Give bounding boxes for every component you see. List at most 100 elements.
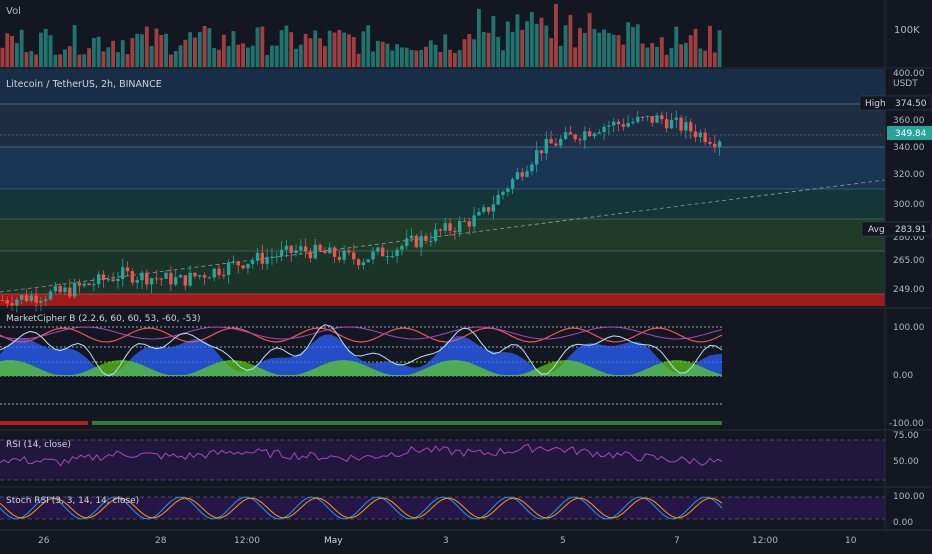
cipher-tick-2: -100.00	[889, 419, 924, 429]
candle-body	[82, 283, 86, 286]
rsi-line	[0, 443, 723, 467]
market-cipher-pane	[0, 324, 723, 425]
candle-body	[655, 115, 659, 123]
volume-bar	[0, 47, 5, 67]
volume-bar	[477, 8, 481, 67]
volume-bar	[212, 48, 217, 67]
volume-bar	[554, 4, 558, 68]
price-tick-6: 265.00	[893, 256, 925, 266]
volume-bar	[496, 36, 501, 67]
volume-bar	[361, 31, 366, 68]
candle-body	[539, 150, 544, 154]
avg-value: 283.91	[895, 225, 927, 235]
candle-body	[559, 138, 563, 146]
candle-body	[607, 125, 611, 127]
candle-body	[318, 244, 322, 251]
candle-body	[467, 221, 471, 227]
volume-bar	[544, 25, 549, 68]
volume-bar	[48, 35, 53, 67]
volume-bar	[640, 43, 645, 67]
candle-body	[236, 261, 240, 266]
volume-bar	[270, 45, 274, 67]
price-axis[interactable]: 400.00 USDT 360.00 340.00 320.00 300.00 …	[893, 69, 925, 295]
volume-bar	[573, 47, 578, 67]
volume-bar	[96, 36, 101, 67]
cipher-wave-green	[0, 360, 722, 376]
candle-body	[664, 119, 669, 129]
volume-bar	[712, 52, 717, 67]
candle-body	[323, 250, 327, 254]
volume-bar	[505, 21, 510, 67]
candle-body	[342, 250, 346, 260]
stoch-band	[0, 497, 885, 519]
volume-bar	[125, 54, 130, 67]
candle-body	[515, 172, 520, 180]
candle-body	[48, 291, 53, 300]
candle-body	[530, 164, 534, 172]
volume-bar	[63, 49, 67, 67]
volume-bar	[679, 44, 684, 67]
volume-bar	[433, 44, 438, 67]
volume-bar	[178, 45, 183, 67]
rsi-tick-0: 75.00	[893, 431, 919, 441]
candle-body	[347, 250, 351, 253]
candle-body	[698, 132, 703, 138]
candle-body	[39, 300, 43, 303]
volume-bar	[164, 33, 168, 67]
volume-bar	[255, 27, 260, 67]
zone-gray-upper	[0, 104, 885, 147]
volume-bar	[87, 48, 91, 67]
candle-body	[332, 247, 337, 257]
volume-bar	[217, 49, 221, 67]
volume-bar	[703, 50, 708, 67]
zone-teal	[0, 189, 885, 219]
volume-bar	[486, 32, 491, 67]
volume-bar	[260, 26, 265, 67]
avg-marker: Avg 283.91	[861, 221, 932, 237]
candle-body	[246, 263, 250, 269]
last-price-value: 349.84	[895, 129, 927, 139]
candle-body	[650, 116, 654, 123]
price-tick-5: 280.00	[893, 233, 925, 243]
candle-body	[217, 268, 221, 275]
candle-body	[554, 143, 558, 146]
candle-body	[58, 285, 62, 293]
candle-body	[400, 245, 404, 250]
volume-bar	[279, 30, 284, 67]
cipher-pane-title: MarketCipher B (2.2.6, 60, 60, 53, -60, …	[6, 314, 201, 324]
volume-bar	[529, 11, 534, 67]
volume-bar	[380, 41, 385, 67]
candle-body	[5, 300, 9, 304]
candle-body	[188, 272, 192, 286]
volume-bar	[294, 48, 298, 67]
candle-body	[366, 259, 370, 263]
volume-bar	[19, 29, 24, 67]
time-axis[interactable]: 26 28 12:00 May 3 5 7 12:00 10	[38, 536, 857, 546]
volume-bar	[53, 54, 58, 67]
volume-bar	[91, 38, 96, 67]
last-price-marker: 349.84	[887, 126, 932, 140]
zone-blue-upper	[0, 69, 885, 147]
volume-bar	[669, 48, 674, 67]
volume-bar	[140, 34, 144, 67]
volume-bar	[274, 45, 279, 67]
candle-body	[501, 191, 505, 195]
volume-bars	[0, 4, 722, 68]
volume-bar	[231, 31, 236, 67]
volume-bar	[347, 34, 351, 67]
candle-body	[289, 245, 293, 254]
volume-bar	[424, 46, 428, 67]
candle-body	[438, 229, 443, 231]
candle-body	[496, 194, 500, 205]
candle-body	[525, 171, 529, 177]
cipher-red-line	[0, 327, 723, 343]
candle-body	[72, 282, 77, 297]
volume-bar	[693, 28, 698, 68]
avg-marker-bg	[861, 221, 932, 237]
candle-body	[116, 279, 120, 281]
candle-body	[462, 221, 467, 223]
candle-body	[717, 141, 722, 147]
volume-bar	[135, 33, 140, 67]
